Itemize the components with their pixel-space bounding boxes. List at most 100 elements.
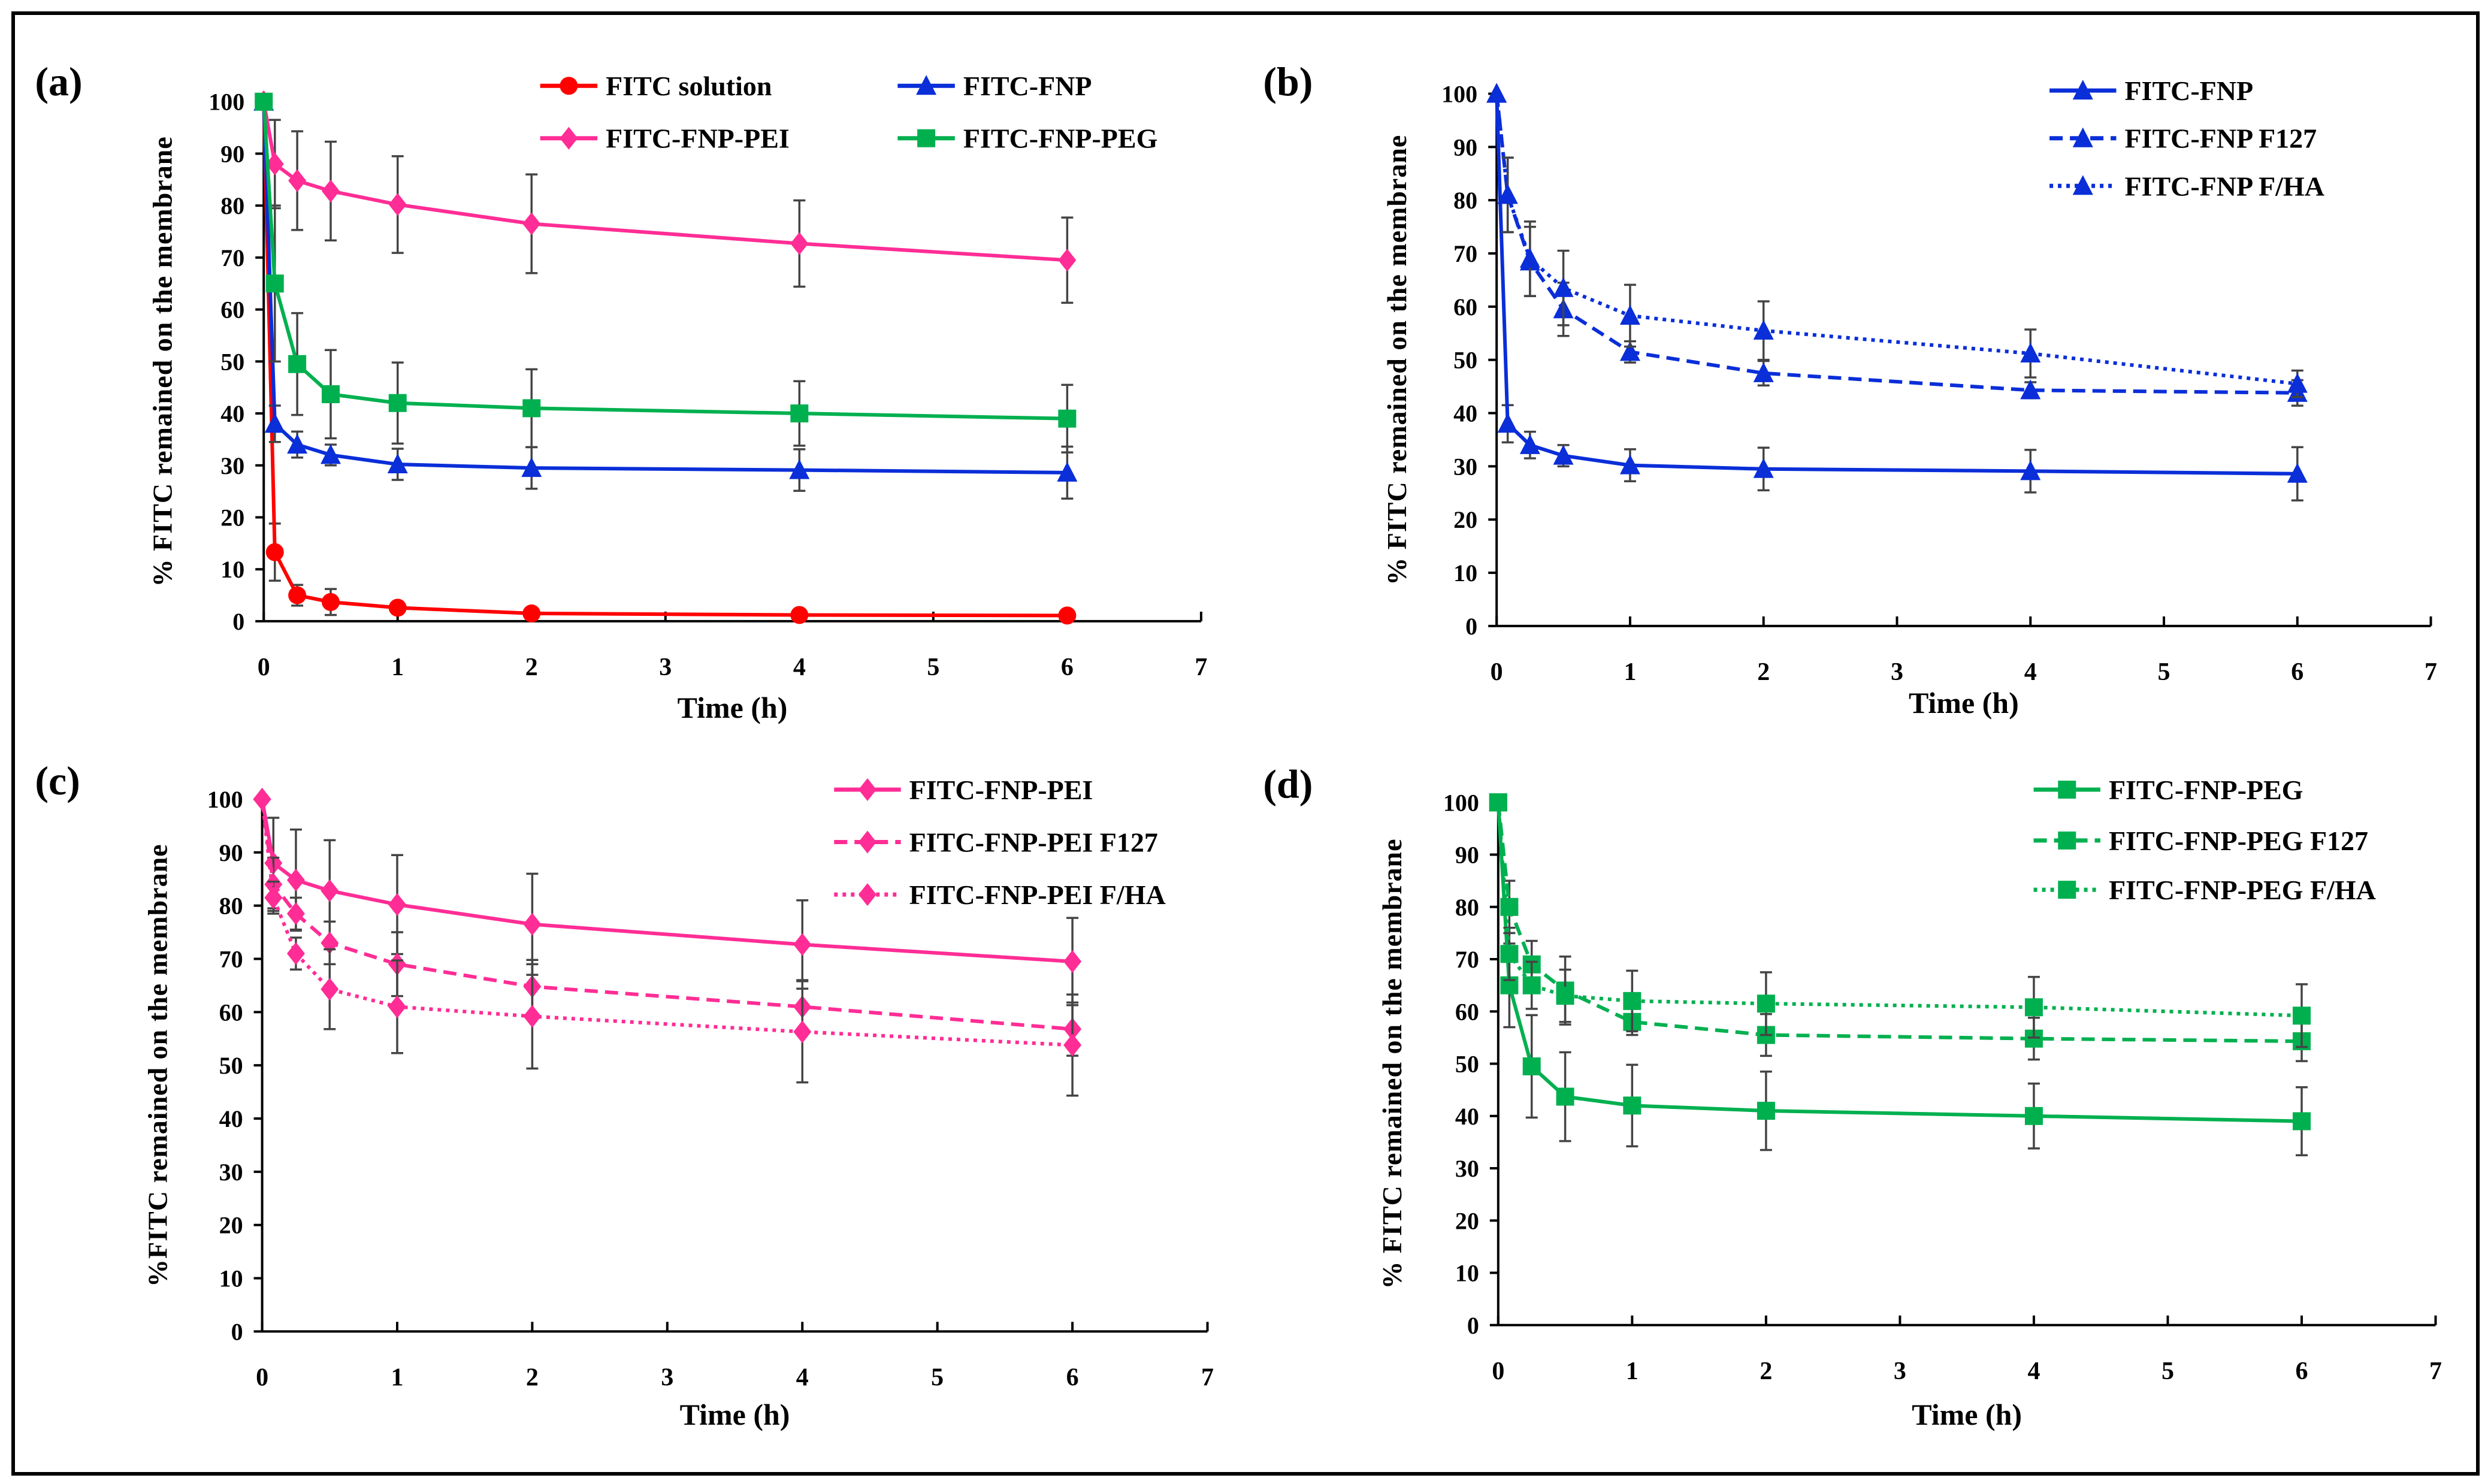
legend-label: FITC-FNP-PEG F/HA bbox=[2109, 875, 2376, 905]
y-axis-title: %FITC remained on the membrane bbox=[142, 844, 173, 1287]
x-tick-label: 5 bbox=[927, 654, 939, 681]
data-point bbox=[2020, 460, 2041, 480]
y-tick-label: 90 bbox=[219, 839, 243, 866]
data-point bbox=[793, 933, 812, 956]
x-tick-label: 3 bbox=[1891, 658, 1903, 686]
x-axis-title: Time (h) bbox=[1909, 686, 2019, 720]
y-tick-label: 30 bbox=[219, 1159, 243, 1186]
legend-label: FITC-FNP-PEI bbox=[909, 775, 1093, 805]
series-fitc-fnp: FITC-FNP bbox=[253, 71, 1092, 500]
legend-label: FITC-FNP bbox=[963, 71, 1092, 101]
x-axis-title: Time (h) bbox=[1912, 1398, 2022, 1431]
data-point bbox=[1623, 992, 1641, 1010]
data-point bbox=[1500, 897, 1519, 916]
series-line bbox=[260, 799, 1073, 1047]
data-point bbox=[2020, 343, 2041, 363]
y-axis-title: % FITC remained on the membrane bbox=[1381, 135, 1412, 585]
data-point bbox=[388, 599, 407, 617]
y-tick-label: 0 bbox=[231, 1318, 243, 1345]
legend-marker bbox=[560, 77, 578, 95]
x-tick-label: 7 bbox=[2429, 1358, 2442, 1385]
legend-label: FITC solution bbox=[606, 71, 772, 101]
y-tick-label: 50 bbox=[1453, 347, 1477, 374]
series-fitc-fnp-pei: FITC-FNP-PEI bbox=[253, 775, 1093, 1007]
x-tick-label: 3 bbox=[1894, 1358, 1906, 1385]
data-point bbox=[1522, 976, 1541, 995]
y-tick-label: 50 bbox=[220, 348, 244, 375]
x-tick-label: 7 bbox=[2425, 658, 2437, 686]
x-tick-label: 7 bbox=[1201, 1364, 1214, 1391]
data-point bbox=[1497, 413, 1518, 433]
data-point bbox=[264, 886, 283, 909]
data-point bbox=[1500, 945, 1519, 963]
data-point bbox=[1556, 1087, 1574, 1106]
x-tick-label: 0 bbox=[258, 654, 270, 681]
x-tick-label: 4 bbox=[2027, 1358, 2040, 1385]
y-tick-label: 40 bbox=[219, 1105, 243, 1132]
legend-label: FITC-FNP-PEI bbox=[606, 123, 790, 154]
data-point bbox=[523, 1005, 542, 1028]
y-tick-label: 0 bbox=[1465, 613, 1477, 640]
y-tick-label: 60 bbox=[220, 297, 244, 324]
data-point bbox=[1063, 1033, 1082, 1057]
x-tick-label: 1 bbox=[391, 1364, 404, 1391]
data-point bbox=[790, 232, 809, 255]
series-fitc-fnp-peg: FITC-FNP-PEG bbox=[255, 92, 1157, 454]
legend-marker bbox=[2058, 831, 2076, 850]
y-tick-label: 80 bbox=[220, 192, 244, 219]
legend-label: FITC-FNP-PEI F127 bbox=[909, 827, 1158, 858]
x-tick-label: 1 bbox=[1624, 658, 1636, 686]
data-point bbox=[2024, 1107, 2043, 1125]
data-point bbox=[288, 586, 307, 605]
y-tick-label: 40 bbox=[1455, 1103, 1479, 1130]
data-point bbox=[1556, 987, 1574, 1005]
x-tick-label: 5 bbox=[2158, 658, 2170, 686]
data-point bbox=[1519, 247, 1540, 268]
y-tick-label: 0 bbox=[1467, 1312, 1479, 1339]
data-point bbox=[1757, 995, 1775, 1013]
legend-marker bbox=[858, 778, 876, 802]
data-point bbox=[1057, 461, 1078, 482]
data-point bbox=[253, 787, 271, 811]
legend-label: FITC-FNP F/HA bbox=[2124, 171, 2324, 201]
data-point bbox=[1753, 319, 1774, 340]
data-point bbox=[1058, 606, 1077, 625]
y-tick-label: 50 bbox=[219, 1052, 243, 1079]
y-tick-label: 70 bbox=[219, 945, 243, 972]
data-point bbox=[1058, 409, 1077, 428]
series-fitc-solution: FITC solution bbox=[255, 71, 1077, 625]
x-tick-label: 4 bbox=[2024, 658, 2037, 686]
data-point bbox=[522, 604, 541, 622]
legend-marker bbox=[560, 126, 578, 150]
y-tick-label: 30 bbox=[1455, 1155, 1479, 1182]
data-point bbox=[388, 893, 406, 916]
data-point bbox=[265, 152, 284, 176]
y-tick-label: 60 bbox=[1453, 294, 1477, 321]
y-tick-label: 50 bbox=[1455, 1051, 1479, 1078]
data-point bbox=[521, 457, 542, 477]
data-point bbox=[1553, 277, 1574, 297]
data-point bbox=[2292, 1007, 2311, 1025]
x-axis-title: Time (h) bbox=[680, 1398, 790, 1431]
legend-marker bbox=[917, 129, 936, 147]
y-tick-label: 20 bbox=[1453, 506, 1477, 533]
data-point bbox=[790, 404, 809, 423]
data-point bbox=[793, 1020, 812, 1044]
data-point bbox=[522, 212, 541, 235]
y-tick-label: 20 bbox=[1455, 1207, 1479, 1234]
y-tick-label: 100 bbox=[208, 89, 244, 116]
x-tick-label: 5 bbox=[2162, 1358, 2174, 1385]
y-tick-label: 90 bbox=[1453, 134, 1477, 161]
y-tick-label: 10 bbox=[220, 556, 244, 583]
data-point bbox=[2287, 373, 2308, 393]
legend-marker bbox=[2072, 80, 2093, 100]
x-tick-label: 4 bbox=[793, 654, 806, 681]
data-point bbox=[522, 399, 541, 418]
data-point bbox=[1522, 1057, 1541, 1075]
x-tick-label: 1 bbox=[391, 654, 404, 681]
y-tick-label: 10 bbox=[1453, 560, 1477, 587]
y-tick-label: 30 bbox=[220, 452, 244, 479]
